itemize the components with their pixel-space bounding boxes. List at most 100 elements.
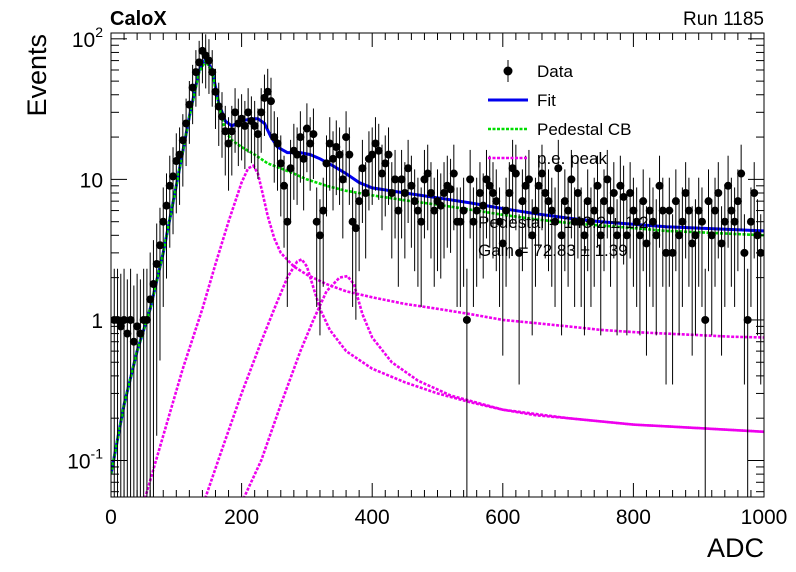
data-point-34: [221, 127, 230, 136]
data-point-118: [495, 217, 504, 226]
data-point-146: [586, 217, 595, 226]
data-point-5: [126, 315, 135, 324]
data-point-157: [622, 231, 631, 240]
data-point-32: [214, 102, 223, 111]
data-point-48: [266, 97, 275, 106]
p-e-peak-curve: [144, 164, 764, 497]
legend-label-3: p.e. peak: [537, 149, 607, 168]
data-point-71: [342, 133, 351, 142]
data-point-22: [182, 119, 191, 128]
data-point-164: [645, 206, 654, 215]
data-point-135: [551, 217, 560, 226]
data-point-183: [707, 231, 716, 240]
data-point-139: [564, 206, 573, 215]
data-point-116: [489, 189, 498, 198]
x-tick-label-5: 1000: [741, 506, 788, 529]
x-axis-label: ADC: [707, 533, 764, 563]
data-point-161: [635, 231, 644, 240]
data-point-21: [178, 136, 187, 145]
data-point-143: [577, 217, 586, 226]
data-point-140: [567, 175, 576, 184]
data-point-84: [384, 150, 393, 159]
data-point-121: [505, 189, 514, 198]
data-point-43: [250, 121, 259, 130]
legend-label-1: Fit: [537, 91, 556, 110]
data-point-149: [596, 231, 605, 240]
data-point-15: [159, 217, 168, 226]
data-point-70: [338, 175, 347, 184]
data-point-190: [730, 217, 739, 226]
data-point-35: [224, 139, 233, 148]
data-point-23: [185, 100, 194, 109]
run-label: Run 1185: [683, 9, 764, 30]
x-tick-label-4: 800: [616, 506, 651, 529]
data-point-53: [283, 217, 292, 226]
data-point-52: [280, 181, 289, 190]
data-point-72: [345, 150, 354, 159]
data-point-195: [746, 217, 755, 226]
data-point-59: [302, 124, 311, 133]
data-point-7: [133, 322, 142, 331]
data-point-166: [652, 231, 661, 240]
data-point-77: [361, 189, 370, 198]
pe-peak-curve-4: [242, 274, 764, 497]
data-point-124: [515, 248, 524, 257]
data-point-178: [691, 231, 700, 240]
data-point-83: [381, 159, 390, 168]
data-point-80: [371, 139, 380, 148]
data-point-10: [142, 315, 151, 324]
data-point-13: [152, 260, 161, 269]
data-point-127: [524, 175, 533, 184]
y-tick-label-1: 1: [91, 310, 103, 333]
data-point-67: [329, 154, 338, 163]
data-point-6: [129, 337, 138, 346]
data-point-12: [149, 280, 158, 289]
data-point-167: [655, 181, 664, 190]
pe-peak-curve-3: [204, 257, 764, 497]
data-point-40: [240, 121, 249, 130]
data-point-101: [440, 189, 449, 198]
data-point-175: [681, 189, 690, 198]
data-point-182: [704, 197, 713, 206]
data-point-189: [727, 206, 736, 215]
data-point-104: [449, 169, 458, 178]
y-tick-label-2: 10: [80, 169, 103, 192]
data-point-47: [263, 87, 272, 96]
data-point-147: [590, 206, 599, 215]
data-point-108: [462, 315, 471, 324]
data-point-170: [665, 206, 674, 215]
data-point-177: [688, 239, 697, 248]
data-point-142: [573, 189, 582, 198]
data-point-173: [675, 231, 684, 240]
data-point-176: [684, 206, 693, 215]
data-point-73: [348, 217, 357, 226]
data-point-16: [162, 201, 171, 210]
data-point-123: [511, 169, 520, 178]
data-point-181: [701, 315, 710, 324]
data-point-192: [737, 169, 746, 178]
data-point-14: [155, 241, 164, 250]
data-point-193: [740, 248, 749, 257]
data-point-131: [537, 169, 546, 178]
data-point-41: [244, 108, 253, 117]
data-point-98: [430, 206, 439, 215]
data-point-179: [694, 206, 703, 215]
data-point-20: [175, 150, 184, 159]
data-point-86: [391, 175, 400, 184]
data-point-110: [469, 217, 478, 226]
data-point-33: [218, 112, 227, 121]
data-point-194: [743, 315, 752, 324]
data-point-66: [325, 139, 334, 148]
data-point-112: [475, 189, 484, 198]
data-point-154: [613, 231, 622, 240]
data-point-113: [479, 201, 488, 210]
data-point-165: [648, 217, 657, 226]
data-point-56: [293, 150, 302, 159]
data-point-155: [616, 181, 625, 190]
data-point-64: [319, 206, 328, 215]
data-point-87: [394, 206, 403, 215]
data-point-186: [717, 239, 726, 248]
x-tick-label-1: 200: [224, 506, 259, 529]
data-point-125: [518, 197, 527, 206]
